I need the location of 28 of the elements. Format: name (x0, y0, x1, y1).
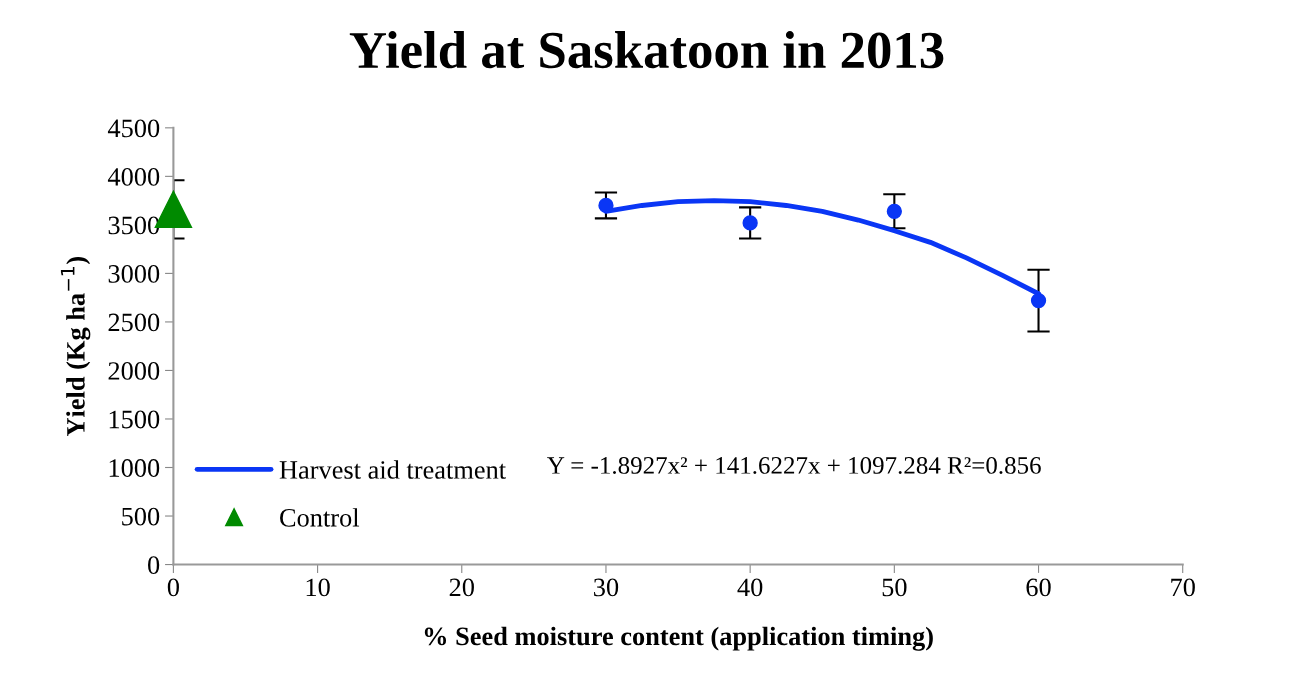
x-tick-label: 70 (1171, 578, 1195, 597)
x-tick-label: 30 (594, 578, 619, 597)
y-tick-label: 3500 (108, 216, 160, 235)
x-tick-label: 60 (1026, 578, 1051, 597)
y-tick-label: 4500 (107, 119, 160, 138)
legend-label: Control (280, 508, 360, 527)
point (598, 197, 614, 214)
y-tick-label: 2000 (108, 362, 160, 380)
annotation: Y = -1.8927x² + 141.6227x + 1097.284 R²=0.856 (547, 456, 1041, 474)
y-tick-label: 500 (122, 507, 160, 526)
chart-title: Yield at Saskatoon in 2013 (349, 31, 944, 69)
y-tick-label: 4000 (107, 167, 160, 186)
x-axis-title: % Seed moisture content (application timing) (424, 626, 933, 651)
y-tick-label: 2500 (108, 313, 160, 332)
point (1030, 292, 1047, 309)
legend-label: Harvest aid treatment (279, 460, 506, 479)
x-tick-label: 10 (306, 578, 330, 597)
x-tick-label: 40 (737, 578, 763, 597)
y-tick-label: 3000 (108, 265, 160, 283)
y-tick-label: 0 (148, 556, 160, 574)
x-tick-label: 0 (167, 578, 179, 597)
point (742, 215, 758, 231)
x-tick-label: 50 (882, 578, 907, 597)
point (886, 203, 902, 219)
y-axis-title: Yield (Kg ha$^{−1}$) (60, 257, 91, 437)
x-tick-label: 20 (449, 578, 474, 597)
y-tick-label: 1000 (109, 459, 160, 477)
y-tick-label: 1500 (109, 410, 160, 429)
